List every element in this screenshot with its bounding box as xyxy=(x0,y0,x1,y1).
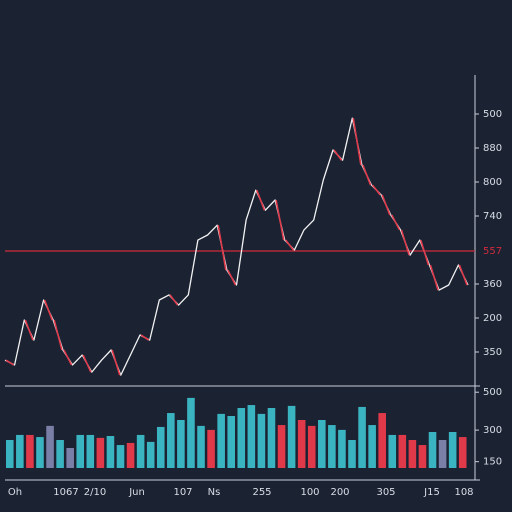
x-tick-label: Ns xyxy=(208,487,221,498)
volume-bar xyxy=(217,413,225,468)
down-candle xyxy=(400,229,410,256)
volume-bar xyxy=(227,416,235,468)
down-candle xyxy=(227,269,237,286)
down-candle xyxy=(371,184,381,196)
volume-bar xyxy=(187,397,195,468)
x-tick-label: 305 xyxy=(376,487,395,498)
volume-bar xyxy=(167,413,175,468)
volume-bar xyxy=(36,437,44,468)
volume-bar xyxy=(16,434,24,468)
volume-bar xyxy=(237,408,246,468)
volume-bar xyxy=(287,405,296,468)
volume-bar xyxy=(136,434,145,468)
volume-bar xyxy=(378,413,386,468)
volume-bar xyxy=(46,425,54,468)
x-tick-label: J15 xyxy=(423,487,440,498)
down-candle xyxy=(420,239,430,266)
volume-bar xyxy=(408,440,417,468)
down-candle xyxy=(275,199,285,241)
volume-bar xyxy=(338,429,346,468)
y-tick-label: 740 xyxy=(483,211,502,222)
volume-bar xyxy=(66,448,74,468)
volume-bar xyxy=(26,434,34,468)
down-candle xyxy=(381,194,391,216)
y-tick-label: 360 xyxy=(483,279,502,290)
down-candle xyxy=(63,349,73,366)
down-candle xyxy=(285,239,295,251)
y-tick-label: 880 xyxy=(483,143,502,154)
y-tick-label: 200 xyxy=(483,313,502,324)
x-tick-label: 2/10 xyxy=(84,487,106,498)
volume-bar xyxy=(126,442,135,468)
volume-bar xyxy=(458,437,467,468)
volume-tick-label: 500 xyxy=(483,387,502,398)
volume-bar xyxy=(96,437,105,468)
down-candle xyxy=(53,319,63,351)
x-tick-label: 1067 xyxy=(53,487,78,498)
down-candle xyxy=(5,359,15,366)
volume-bar xyxy=(116,445,125,468)
volume-bar xyxy=(277,425,286,468)
volume-bar xyxy=(448,432,457,468)
x-tick-label: 107 xyxy=(173,487,192,498)
volume-bar xyxy=(156,426,165,468)
volume-bar xyxy=(318,420,326,468)
volume-bar xyxy=(358,406,366,468)
volume-bar xyxy=(76,434,85,468)
down-candle xyxy=(111,349,121,376)
x-tick-label: Jun xyxy=(128,487,145,498)
volume-bar xyxy=(348,440,356,468)
down-candle xyxy=(352,117,362,166)
x-tick-label: 108 xyxy=(454,487,473,498)
down-candle xyxy=(24,319,34,341)
down-candle xyxy=(43,299,53,321)
volume-bar xyxy=(307,425,316,468)
volume-bar xyxy=(428,432,437,468)
x-tick-label: 255 xyxy=(252,487,271,498)
volume-bar xyxy=(86,434,95,468)
down-candle xyxy=(333,149,343,161)
volume-bar xyxy=(197,425,205,468)
volume-bar xyxy=(106,436,115,468)
volume-bar xyxy=(207,429,215,468)
down-candle xyxy=(217,225,227,271)
volume-bar xyxy=(247,405,256,468)
y-tick-label: 350 xyxy=(483,347,502,358)
volume-bar xyxy=(438,440,447,468)
x-tick-label: Oh xyxy=(8,487,22,498)
volume-bar xyxy=(328,425,336,468)
down-candle xyxy=(82,354,92,373)
volume-bar xyxy=(418,445,427,468)
volume-bar xyxy=(388,434,397,468)
volume-bar xyxy=(398,434,407,468)
y-tick-label: 500 xyxy=(483,109,502,120)
down-candle xyxy=(458,264,468,286)
price-series xyxy=(4,117,469,376)
x-tick-label: 100 xyxy=(300,487,319,498)
volume-bar xyxy=(368,425,376,468)
down-candle xyxy=(391,214,401,231)
volume-bar xyxy=(257,413,266,468)
volume-bar xyxy=(6,440,14,468)
down-candle xyxy=(256,189,266,211)
down-candle xyxy=(140,334,150,341)
down-candle xyxy=(169,294,179,306)
down-candle xyxy=(362,164,372,186)
x-tick-label: 200 xyxy=(330,487,349,498)
volume-bar xyxy=(177,420,185,468)
volume-tick-label: 150 xyxy=(483,457,502,468)
y-tick-label: 800 xyxy=(483,177,502,188)
price-label: 557 xyxy=(483,246,502,257)
volume-bar xyxy=(146,441,155,468)
volume-bar xyxy=(297,420,306,468)
volume-tick-label: 300 xyxy=(483,425,502,436)
volume-bar xyxy=(56,440,64,468)
down-candle xyxy=(429,264,439,291)
volume-bar xyxy=(267,408,276,468)
